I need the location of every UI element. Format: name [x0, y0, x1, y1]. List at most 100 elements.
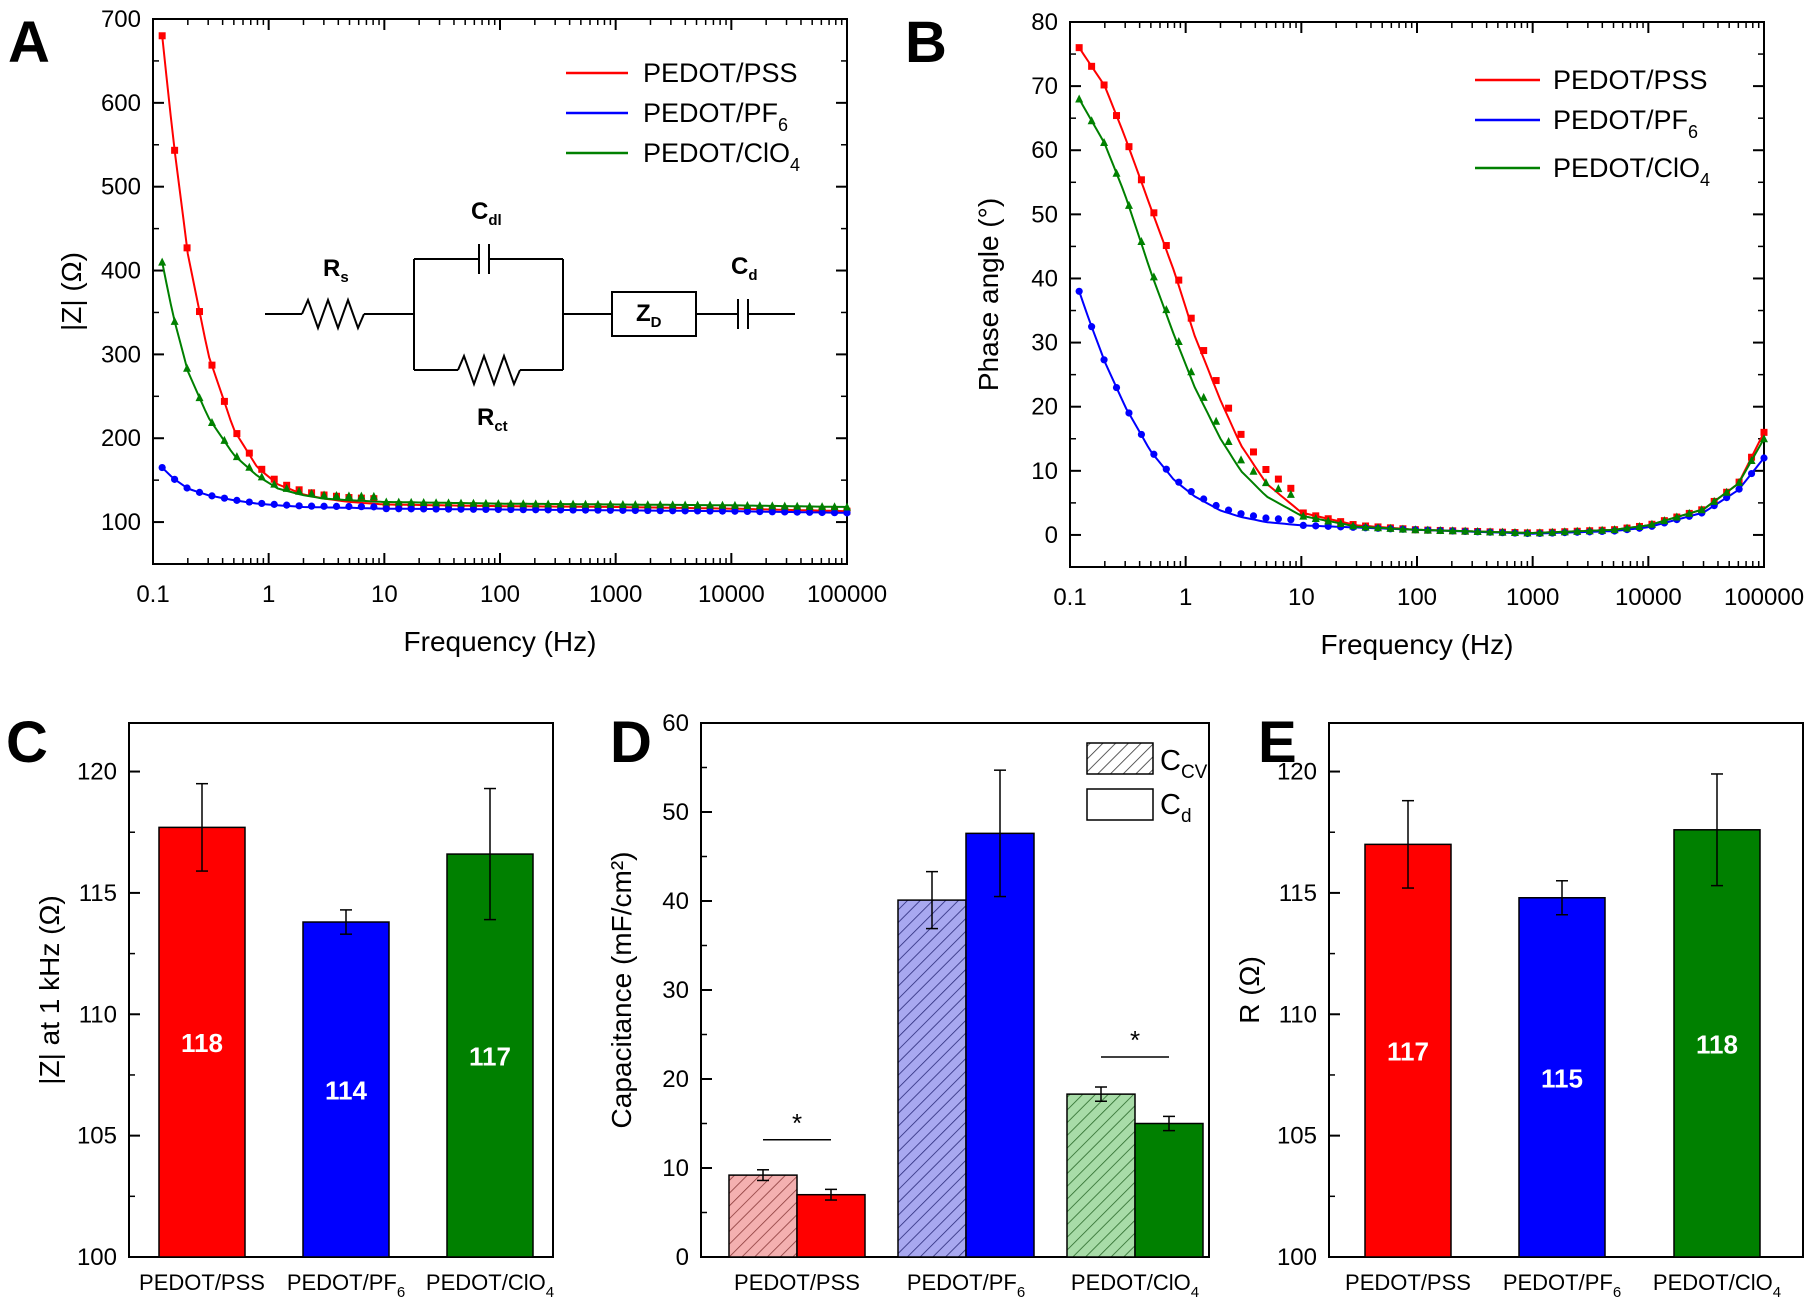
data-point-pedot-pf6: [594, 506, 602, 514]
data-point-pedot-clo4: [1747, 456, 1756, 465]
data-point-pedot-clo4: [207, 417, 216, 426]
data-point-pedot-clo4: [643, 500, 652, 509]
data-point-pedot-pf6: [519, 506, 527, 514]
x-tick-label: PEDOT/PF6: [1503, 1270, 1621, 1301]
bar-value-label: 118: [181, 1028, 223, 1058]
y-tick-label: 20: [662, 1066, 689, 1093]
data-point-pedot-pf6: [1760, 454, 1768, 462]
data-point-pedot-clo4: [1199, 392, 1208, 401]
data-point-pedot-clo4: [1647, 519, 1656, 528]
y-tick-label: 600: [101, 90, 141, 117]
data-point-pedot-clo4: [1573, 526, 1582, 535]
data-point-pedot-clo4: [1722, 487, 1731, 496]
data-point-pedot-pss: [171, 146, 179, 154]
y-tick-label: 300: [101, 341, 141, 368]
data-point-pedot-clo4: [1349, 521, 1358, 530]
data-point-pedot-pss: [1075, 44, 1083, 52]
bar-ccv-pedot-pf6: [897, 899, 967, 1258]
data-point-pedot-pss: [1760, 428, 1768, 436]
data-point-pedot-pf6: [557, 506, 565, 514]
data-point-pedot-pf6: [1100, 356, 1108, 364]
data-point-pedot-pf6: [1224, 506, 1233, 514]
data-point-pedot-clo4: [1187, 367, 1196, 376]
data-point-pedot-clo4: [257, 472, 266, 481]
data-point-pedot-pss: [220, 397, 228, 405]
data-point-pedot-clo4: [506, 499, 515, 508]
legend-b-label-pss: PEDOT/PSS: [1553, 65, 1708, 95]
data-point-pedot-clo4: [481, 498, 490, 507]
data-point-pedot-clo4: [1087, 116, 1096, 125]
x-tick-label: 10: [371, 581, 398, 608]
bar-pedot-clo4: [1673, 829, 1761, 1258]
data-point-pedot-pf6: [781, 508, 789, 516]
data-point-pedot-clo4: [1261, 478, 1270, 487]
data-point-pedot-clo4: [519, 499, 528, 508]
y-tick-label: 115: [1279, 880, 1317, 907]
data-point-pedot-pf6: [469, 505, 478, 513]
data-point-pedot-clo4: [1672, 512, 1681, 521]
data-point-pedot-pf6: [1747, 469, 1756, 478]
data-point-pedot-clo4: [369, 491, 378, 500]
data-point-pedot-clo4: [1162, 305, 1171, 314]
data-point-pedot-clo4: [1473, 526, 1482, 535]
data-point-pedot-clo4: [1535, 528, 1544, 537]
data-point-pedot-pf6: [395, 505, 403, 513]
data-point-pedot-clo4: [183, 363, 192, 372]
data-point-pedot-pf6: [1125, 409, 1133, 417]
data-point-pedot-pf6: [1175, 478, 1183, 486]
data-point-pedot-clo4: [1112, 168, 1121, 177]
y-tick-label: 500: [101, 174, 141, 201]
data-point-pedot-pf6: [482, 505, 490, 513]
data-point-pedot-pss: [270, 475, 278, 483]
legend-d: CCV Cd: [1086, 742, 1208, 827]
bar-ccv-pedot-clo4: [1066, 1093, 1136, 1258]
x-tick-label: PEDOT/PSS: [1345, 1270, 1471, 1295]
y-tick-label: 10: [662, 1155, 689, 1182]
chart-capacitance: 0 10 20 30 40 50 60 Capacitance (mF/cm²) PEDOT/P…: [606, 710, 1210, 1301]
panel-letter-d: D: [610, 710, 652, 775]
data-point-pedot-clo4: [618, 500, 627, 509]
data-point-pedot-clo4: [606, 499, 615, 508]
data-point-pedot-clo4: [494, 499, 503, 508]
y-axis-label: Capacitance (mF/cm²): [606, 852, 637, 1129]
data-point-pedot-clo4: [1124, 200, 1133, 209]
data-point-pedot-clo4: [220, 435, 229, 444]
circuit-labels: Rs Cdl Rct ZD Cd: [323, 198, 758, 435]
y-tick-label: 40: [1031, 265, 1058, 292]
data-point-pedot-pss: [233, 430, 241, 438]
data-point-pedot-clo4: [743, 501, 752, 510]
data-point-pedot-clo4: [1660, 516, 1669, 525]
y-axis-label: Phase angle (°): [973, 198, 1004, 391]
data-point-pedot-pf6: [581, 506, 590, 514]
x-axis-label: Frequency (Hz): [404, 626, 597, 657]
data-point-pedot-pf6: [1212, 501, 1220, 510]
data-point-pedot-pss: [1100, 81, 1108, 89]
data-point-pedot-pf6: [407, 505, 415, 513]
x-tick-label: PEDOT/ClO4: [426, 1270, 554, 1301]
x-tick-label: 100: [1397, 584, 1437, 611]
data-point-pedot-clo4: [295, 486, 304, 495]
data-point-pedot-pf6: [345, 502, 353, 511]
data-point-pedot-clo4: [531, 499, 540, 508]
data-point-pedot-pf6: [1137, 430, 1146, 439]
bar-pedot-clo4: [446, 853, 534, 1258]
data-point-pedot-clo4: [1100, 137, 1109, 146]
y-tick-label: 10: [1031, 458, 1058, 485]
data-point-pedot-pf6: [171, 475, 179, 483]
data-point-pedot-pf6: [1735, 485, 1743, 493]
data-point-pedot-clo4: [1237, 455, 1246, 464]
data-point-pedot-clo4: [357, 491, 366, 500]
data-point-pedot-pf6: [1249, 512, 1258, 520]
data-point-pedot-pss: [258, 465, 266, 473]
data-point-pedot-pf6: [507, 505, 515, 514]
data-point-pedot-pf6: [806, 508, 814, 516]
x-tick-label: 10000: [1615, 584, 1682, 611]
data-point-pedot-pss: [1137, 176, 1145, 184]
data-point-pedot-clo4: [1635, 521, 1644, 530]
data-point-pedot-pf6: [656, 507, 664, 515]
data-point-pedot-pss: [1274, 475, 1282, 483]
data-point-pedot-pf6: [258, 499, 266, 508]
chart-impedance: 0.1 1 10 100 1000 10000 100000 100 200 300 400 500 6…: [56, 6, 887, 657]
chart-resistance: 100 105 110 115 120 R (Ω) 117 PEDOT/PSS 115 PEDOT…: [1234, 722, 1804, 1301]
